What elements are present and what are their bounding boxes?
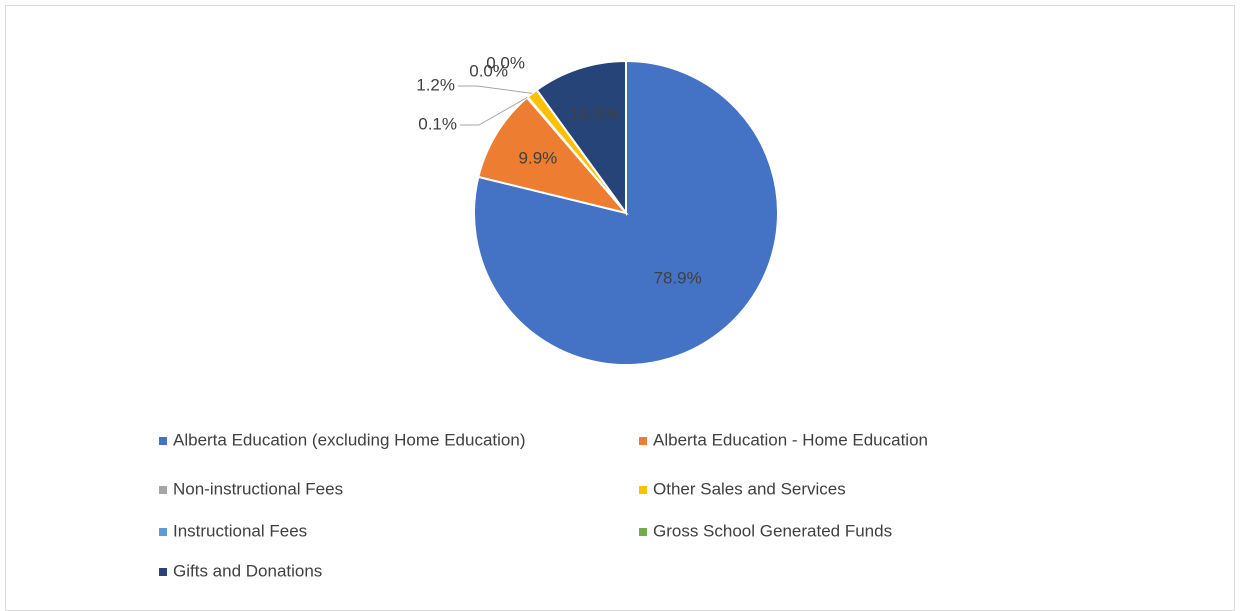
legend-label: Gifts and Donations xyxy=(173,561,322,580)
data-label: 0.0% xyxy=(469,61,508,80)
legend-label: Other Sales and Services xyxy=(653,479,846,498)
data-label: 1.2% xyxy=(416,75,455,94)
legend-label: Instructional Fees xyxy=(173,521,307,540)
legend-label: Alberta Education - Home Education xyxy=(653,430,928,449)
legend-marker xyxy=(639,486,647,494)
legend-marker xyxy=(639,528,647,536)
pie-slice xyxy=(535,59,627,217)
leader-line xyxy=(460,96,528,126)
data-label: 78.9% xyxy=(654,268,702,287)
legend-label: Gross School Generated Funds xyxy=(653,521,892,540)
legend-marker xyxy=(639,437,647,445)
legend-marker xyxy=(159,486,167,494)
data-label: 0.1% xyxy=(418,114,457,133)
data-label: 0.0% xyxy=(486,53,525,72)
legend-marker xyxy=(159,568,167,576)
data-label: 10.0% xyxy=(570,104,618,123)
legend-label: Alberta Education (excluding Home Educat… xyxy=(173,430,525,449)
legend-label: Non-instructional Fees xyxy=(173,479,343,498)
data-label: 9.9% xyxy=(519,148,558,167)
legend-marker xyxy=(159,437,167,445)
leader-line xyxy=(458,85,533,94)
legend-marker xyxy=(159,528,167,536)
pie-slice xyxy=(477,96,629,215)
